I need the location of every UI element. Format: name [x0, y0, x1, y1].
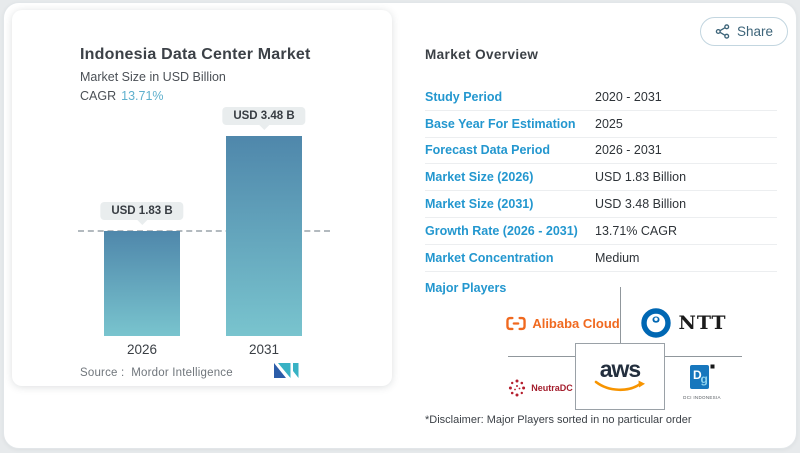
cagr-label: CAGR — [80, 89, 117, 103]
players-divider-vertical — [620, 287, 621, 343]
row-label: Market Size (2031) — [425, 197, 534, 212]
row-label: Market Concentration — [425, 250, 554, 265]
share-button[interactable]: Share — [700, 17, 788, 46]
chart-cagr-line: CAGR 13.71% — [80, 89, 164, 103]
overview-table: Study Period 2020 - 2031 Base Year For E… — [425, 84, 777, 272]
reference-dashed-line — [78, 230, 330, 232]
alibaba-cloud-wordmark: Alibaba Cloud — [532, 315, 620, 331]
row-label: Study Period — [425, 89, 503, 104]
players-disclaimer: *Disclaimer: Major Players sorted in no … — [425, 414, 692, 426]
row-value: USD 1.83 Billion — [595, 170, 687, 185]
row-label: Market Size (2026) — [425, 170, 534, 185]
row-label: Forecast Data Period — [425, 143, 551, 158]
dci-wordmark: DCI INDONESIA — [683, 395, 721, 400]
cagr-value: 13.71% — [121, 89, 164, 103]
table-row-study-period: Study Period 2020 - 2031 — [425, 84, 777, 111]
table-row-base-year: Base Year For Estimation 2025 — [425, 111, 777, 138]
row-label: Growth Rate (2026 - 2031) — [425, 223, 578, 238]
dci-indonesia-logo: D g DCI INDONESIA — [679, 362, 725, 408]
row-value: 2026 - 2031 — [595, 143, 662, 158]
ntt-icon — [640, 307, 672, 339]
table-row-forecast-period: Forecast Data Period 2026 - 2031 — [425, 138, 777, 165]
major-players-label: Major Players — [425, 281, 507, 295]
row-value: 13.71% CAGR — [595, 223, 677, 238]
source-line: Source : Mordor Intelligence — [80, 367, 233, 379]
ntt-wordmark: NTT — [678, 312, 727, 334]
x-axis-label-2031: 2031 — [248, 342, 280, 357]
bar-2026-value-label: USD 1.83 B — [100, 202, 184, 220]
chart-title: Indonesia Data Center Market — [80, 46, 311, 63]
overview-heading: Market Overview — [425, 47, 539, 62]
share-icon — [715, 24, 730, 39]
row-value: 2025 — [595, 116, 623, 131]
share-button-label: Share — [736, 24, 774, 39]
source-name: Mordor Intelligence — [131, 367, 233, 379]
aws-wordmark: aws — [599, 356, 641, 382]
players-divider-horizontal-left — [508, 356, 575, 357]
bar-2026-rect — [104, 231, 180, 336]
x-axis-label-2026: 2026 — [126, 342, 158, 357]
chart-subtitle: Market Size in USD Billion — [80, 70, 226, 84]
neutradc-logo: NeutraDC — [504, 372, 576, 404]
alibaba-cloud-icon — [506, 316, 527, 331]
bar-2031-rect — [226, 136, 302, 336]
table-row-market-concentration: Market Concentration Medium — [425, 245, 777, 272]
table-row-growth-rate: Growth Rate (2026 - 2031) 13.71% CAGR — [425, 218, 777, 245]
mordor-intelligence-logo-icon — [274, 362, 301, 385]
row-value: Medium — [595, 250, 640, 265]
row-value: USD 3.48 Billion — [595, 197, 687, 212]
row-label: Base Year For Estimation — [425, 116, 576, 131]
alibaba-cloud-logo: Alibaba Cloud — [506, 310, 620, 336]
aws-smile-icon — [593, 380, 647, 394]
bar-2031-value-label: USD 3.48 B — [222, 107, 306, 125]
ntt-logo: NTT — [631, 306, 735, 340]
neutradc-wordmark: NeutraDC — [531, 383, 573, 393]
svg-text:g: g — [701, 372, 708, 386]
row-value: 2020 - 2031 — [595, 89, 662, 104]
dci-icon: D g — [687, 362, 717, 392]
neutradc-icon — [507, 378, 527, 398]
source-label: Source : — [80, 367, 125, 379]
chart-card: Indonesia Data Center Market Market Size… — [12, 10, 392, 386]
svg-text:D: D — [693, 368, 702, 382]
table-row-market-size-2031: Market Size (2031) USD 3.48 Billion — [425, 191, 777, 218]
table-row-market-size-2026: Market Size (2026) USD 1.83 Billion — [425, 164, 777, 192]
aws-logo: aws — [575, 343, 665, 410]
players-divider-horizontal-right — [665, 356, 742, 357]
